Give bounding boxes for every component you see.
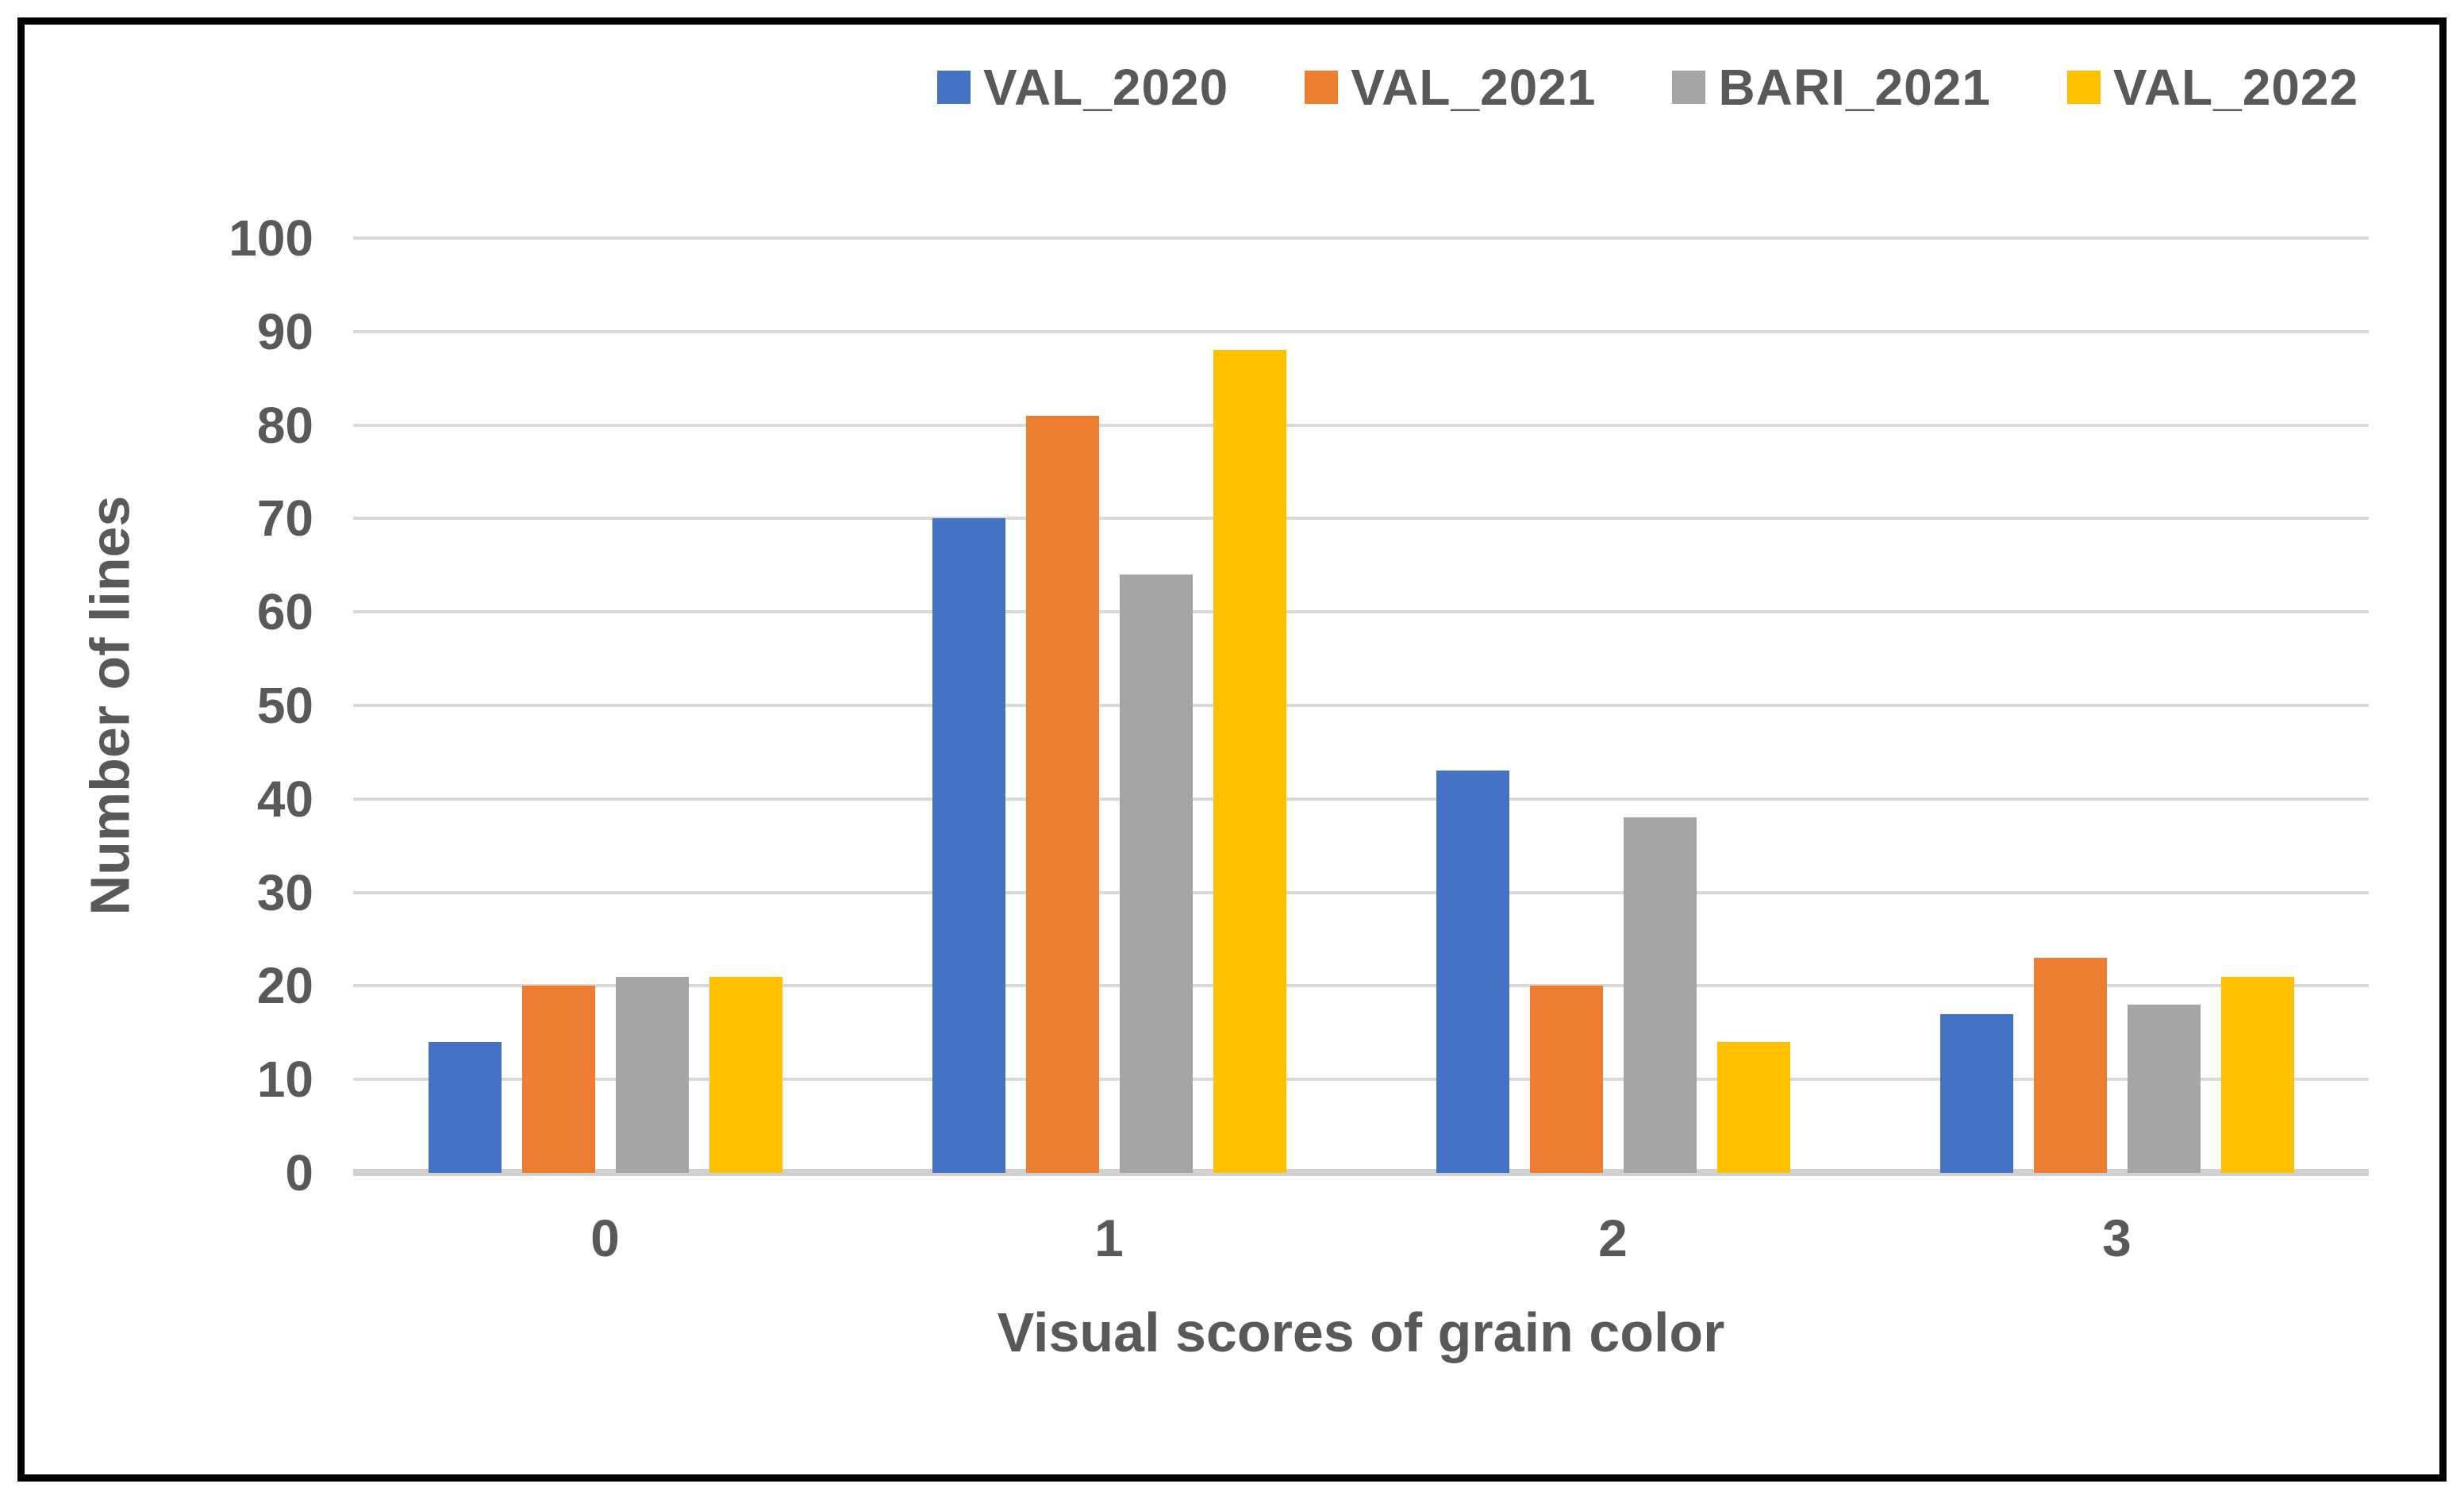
legend-item-BARI_2021: BARI_2021: [1672, 58, 1990, 117]
gridline: [353, 704, 2369, 707]
legend-label: VAL_2021: [1351, 59, 1597, 116]
x-tick-label: 1: [1094, 1209, 1124, 1267]
legend-swatch-icon: [2066, 71, 2101, 104]
bar-BARI_2021-cat-1: [1119, 575, 1193, 1173]
bar-group-2: 2: [1361, 238, 1865, 1267]
bar-VAL_2021-cat-2: [1529, 986, 1603, 1173]
legend: VAL_2020 VAL_2021 BARI_2021 VAL_2022: [937, 58, 2358, 117]
bar-VAL_2020-cat-2: [1436, 771, 1509, 1173]
chart-frame: VAL_2020 VAL_2021 BARI_2021 VAL_2022 Number…: [17, 17, 2447, 1482]
y-tick-label: 70: [256, 490, 313, 548]
gridline: [353, 890, 2369, 894]
bar-BARI_2021-cat-2: [1623, 817, 1697, 1173]
bar-group-0: 0: [353, 238, 857, 1267]
gridline: [353, 984, 2369, 988]
y-tick-label: 60: [256, 583, 313, 641]
bar-BARI_2021-cat-3: [2127, 1004, 2201, 1173]
x-tick-label: 3: [2102, 1209, 2131, 1267]
gridline: [353, 329, 2369, 333]
legend-item-VAL_2022: VAL_2022: [2066, 58, 2359, 117]
bar-VAL_2020-cat-1: [932, 518, 1005, 1173]
bar-VAL_2021-cat-0: [521, 986, 595, 1173]
y-tick-label: 20: [256, 957, 313, 1015]
gridline: [353, 236, 2369, 240]
y-tick-label: 50: [256, 677, 313, 734]
legend-item-VAL_2020: VAL_2020: [937, 58, 1228, 117]
x-tick-label: 2: [1598, 1209, 1628, 1267]
y-tick-label: 10: [256, 1051, 313, 1109]
y-tick-label: 100: [229, 209, 313, 267]
legend-label: VAL_2020: [983, 59, 1229, 116]
x-axis-line: [353, 1169, 2369, 1176]
y-tick-label: 90: [256, 302, 313, 360]
bar-VAL_2022-cat-3: [2220, 976, 2294, 1173]
gridline: [353, 610, 2369, 614]
gridline: [353, 797, 2369, 801]
bar-VAL_2021-cat-1: [1025, 415, 1099, 1173]
bar-VAL_2021-cat-3: [2033, 958, 2107, 1173]
x-tick-label: 0: [590, 1209, 620, 1267]
legend-label: VAL_2022: [2112, 59, 2359, 116]
bar-VAL_2020-cat-0: [428, 1042, 502, 1173]
legend-swatch-icon: [1305, 71, 1339, 104]
bar-VAL_2022-cat-2: [1716, 1042, 1790, 1173]
y-tick-label: 30: [256, 863, 313, 921]
y-axis-tick-labels: 0 10 20 30 40 50 60 70 80 90 100: [25, 209, 313, 1201]
bar-VAL_2020-cat-3: [1939, 1013, 2013, 1173]
gridline: [353, 517, 2369, 521]
y-tick-label: 40: [256, 770, 313, 828]
x-axis-title: Visual scores of grain color: [997, 1301, 1725, 1363]
bar-VAL_2022-cat-0: [709, 976, 782, 1173]
y-tick-label: 0: [285, 1144, 313, 1201]
bar-group-3: 3: [1865, 238, 2369, 1267]
legend-label: BARI_2021: [1718, 59, 1991, 116]
legend-swatch-icon: [937, 71, 971, 104]
gridline: [353, 423, 2369, 427]
legend-item-VAL_2021: VAL_2021: [1305, 58, 1596, 117]
gridline: [353, 1078, 2369, 1082]
plot-area: 0 1 2 3: [353, 236, 2369, 1267]
bar-BARI_2021-cat-0: [615, 976, 689, 1173]
legend-swatch-icon: [1672, 71, 1706, 104]
bar-VAL_2022-cat-1: [1213, 350, 1286, 1173]
y-tick-label: 80: [256, 396, 313, 454]
bar-group-1: 1: [857, 238, 1361, 1267]
